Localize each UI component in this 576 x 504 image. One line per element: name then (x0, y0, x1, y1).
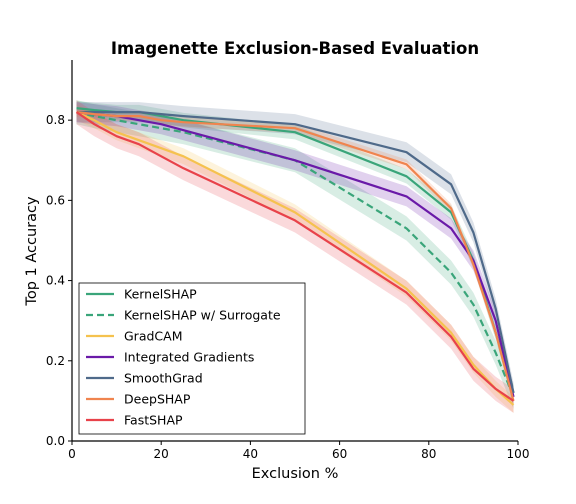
legend: KernelSHAP KernelSHAP w/ Surrogate GradCAM… (78, 282, 306, 435)
x-tick-label: 40 (243, 447, 258, 461)
legend-label-integrated-gradients: Integrated Gradients (124, 350, 254, 365)
legend-label-smoothgrad: SmoothGrad (124, 371, 203, 386)
band-fastshap (76, 100, 514, 413)
line-fastshap (75, 111, 515, 402)
chart-title: Imagenette Exclusion-Based Evaluation (111, 39, 479, 58)
band-gradcam (76, 104, 514, 413)
legend-label-kernelshap: KernelSHAP (124, 287, 197, 302)
x-tick-label: 60 (332, 447, 347, 461)
line-smoothgrad (76, 111, 515, 394)
series-lines (75, 107, 515, 406)
x-tick-label: 80 (421, 447, 436, 461)
band-kernelshap-w-surrogate (76, 100, 514, 409)
legend-frame (78, 282, 306, 435)
y-tick-label: 0.4 (46, 274, 65, 288)
y-tick-label: 0.6 (46, 193, 65, 207)
legend-label-deepshap: DeepSHAP (124, 392, 191, 407)
y-axis-label: Top 1 Accuracy (24, 196, 40, 307)
legend-label-fastshap: FastSHAP (124, 413, 183, 428)
x-tick-label: 0 (68, 447, 76, 461)
y-tick-label: 0.8 (46, 113, 65, 127)
band-integrated-gradients (76, 102, 514, 407)
x-tick-label: 100 (507, 447, 530, 461)
y-tick-label: 0.0 (46, 434, 65, 448)
x-axis-label: Exclusion % (252, 466, 339, 482)
x-tick-label: 20 (154, 447, 169, 461)
x-ticks: 0 20 40 60 80 100 (68, 441, 529, 461)
y-tick-label: 0.2 (46, 354, 65, 368)
legend-label-kernelshap-w-surrogate: KernelSHAP w/ Surrogate (124, 308, 281, 323)
line-deepshap (76, 111, 515, 402)
y-ticks: 0.0 0.2 0.4 0.6 0.8 (46, 113, 72, 448)
legend-label-gradcam: GradCAM (124, 329, 182, 344)
line-gradcam (76, 111, 515, 406)
